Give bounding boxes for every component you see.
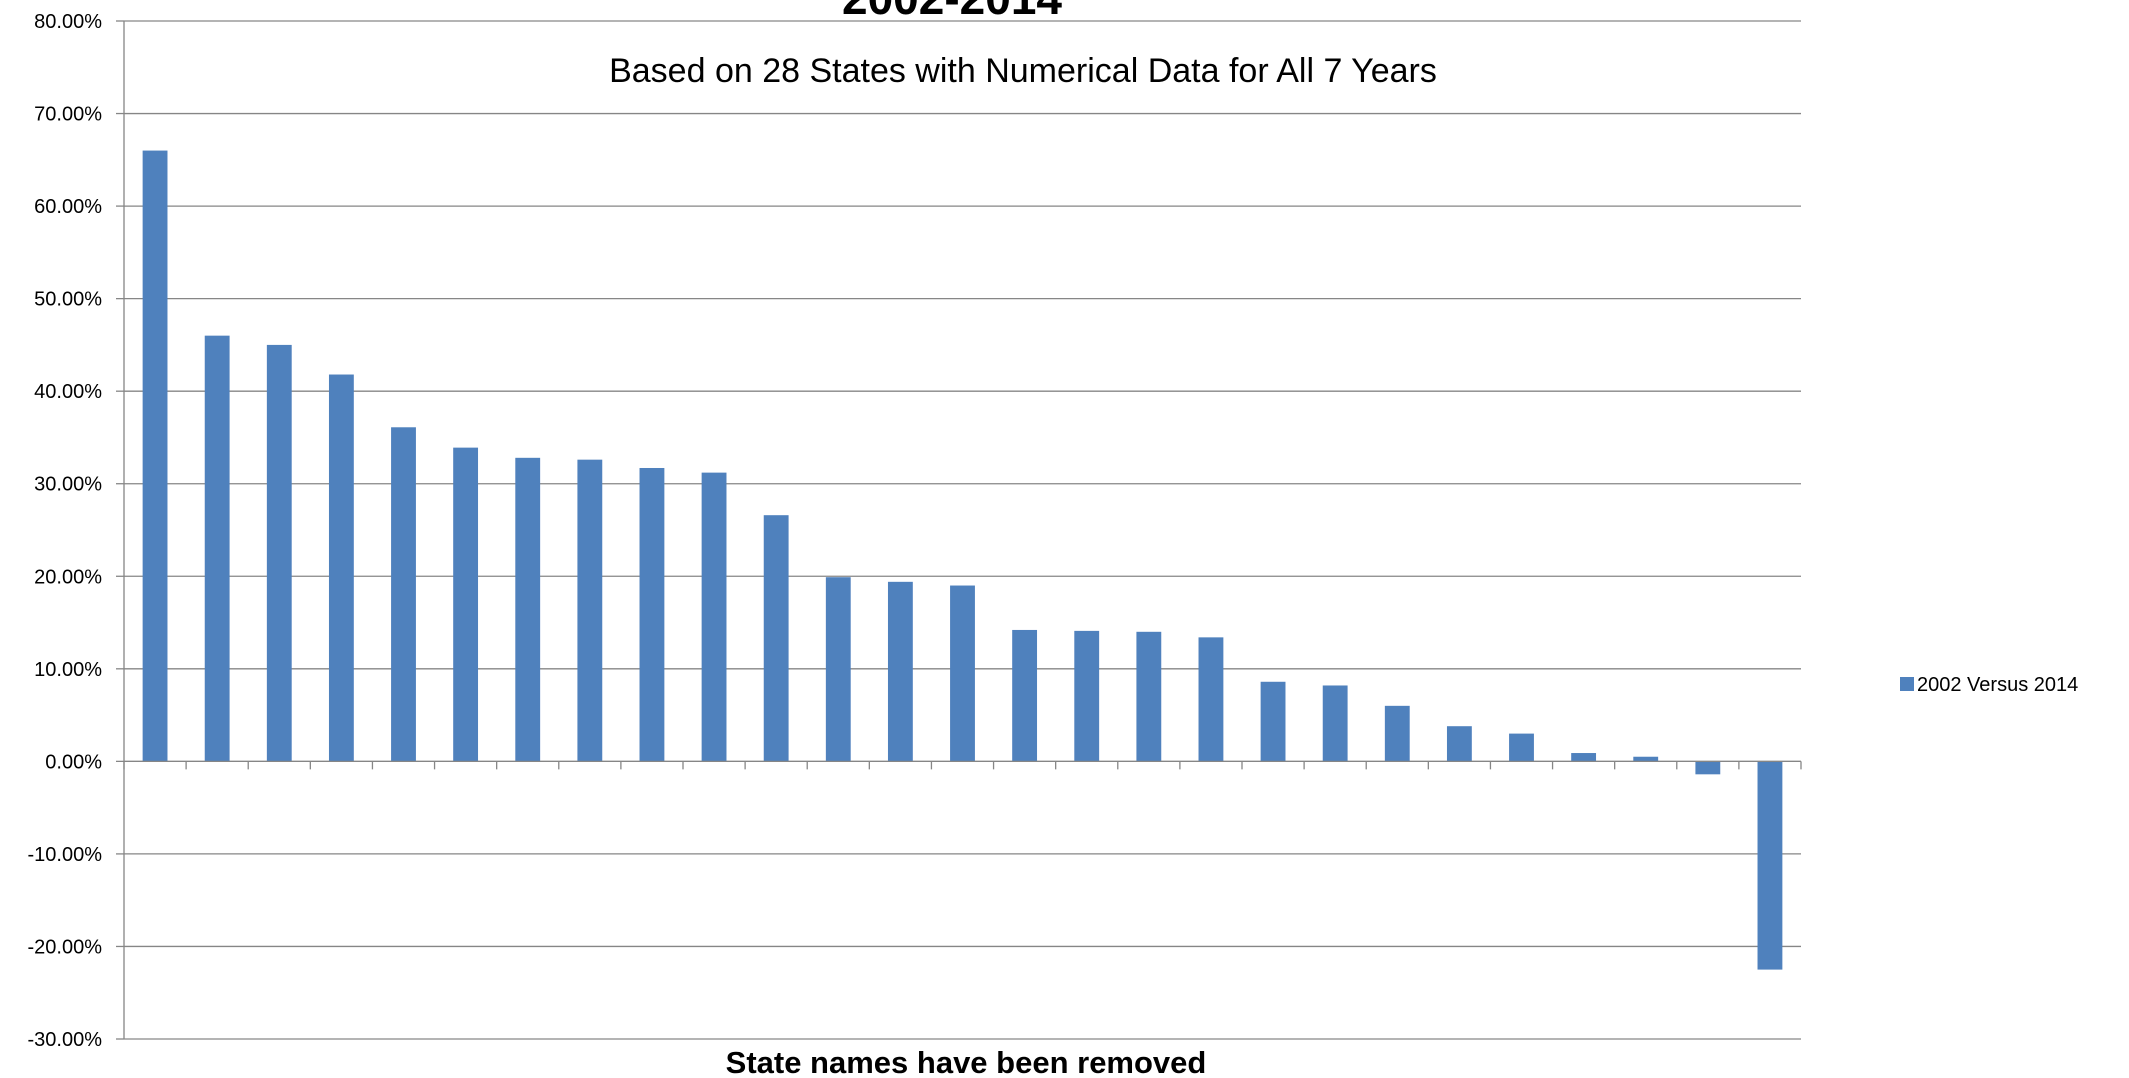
bar — [577, 459, 603, 762]
bar — [1757, 761, 1783, 970]
bar — [1198, 637, 1224, 762]
bar — [1509, 733, 1534, 762]
bar — [1136, 631, 1162, 762]
legend: 2002 Versus 2014 — [1900, 674, 2078, 696]
chart-subtitle: Based on 28 States with Numerical Data f… — [609, 52, 1437, 90]
y-tick-label: 40.00% — [34, 381, 102, 403]
bar — [453, 447, 479, 762]
bar — [266, 344, 292, 762]
bar — [701, 472, 727, 762]
y-tick-label: 10.00% — [34, 659, 102, 681]
bar — [1695, 761, 1721, 775]
bar — [1571, 753, 1597, 762]
legend-label: 2002 Versus 2014 — [1917, 674, 2078, 696]
bar — [204, 335, 230, 762]
bar — [950, 585, 975, 762]
y-tick-label: -20.00% — [28, 936, 103, 958]
bar — [1012, 629, 1038, 762]
y-tick-label: 0.00% — [45, 751, 102, 773]
axes — [116, 20, 1802, 1040]
y-tick-labels: -30.00% -20.00% -10.00% 0.00% 10.00% 20.00% 30… — [28, 11, 103, 1051]
bar — [763, 515, 789, 762]
bar — [1322, 685, 1348, 762]
bar — [1074, 630, 1100, 762]
legend-swatch — [1900, 677, 1914, 691]
bar — [1633, 756, 1659, 762]
gridlines — [124, 20, 1801, 1040]
chart-title: 2002-2014 — [842, 0, 1062, 24]
y-tick-label: -30.00% — [28, 1029, 103, 1051]
bar — [1260, 681, 1286, 762]
bar — [515, 457, 541, 762]
y-tick-label: 30.00% — [34, 474, 102, 496]
x-axis-label: State names have been removed — [726, 1045, 1207, 1078]
bar — [825, 577, 851, 762]
y-tick-label: 50.00% — [34, 289, 102, 311]
y-tick-label: 60.00% — [34, 196, 102, 218]
bars — [142, 150, 1783, 970]
y-tick-label: -10.00% — [28, 844, 103, 866]
bar — [391, 427, 416, 762]
bar — [328, 374, 354, 762]
bar — [639, 467, 665, 762]
bar — [142, 150, 168, 762]
bar — [1446, 726, 1472, 762]
y-tick-label: 80.00% — [34, 11, 102, 33]
bar — [887, 581, 913, 762]
y-tick-label: 70.00% — [34, 104, 102, 126]
y-tick-label: 20.00% — [34, 566, 102, 588]
bar — [1384, 705, 1410, 762]
